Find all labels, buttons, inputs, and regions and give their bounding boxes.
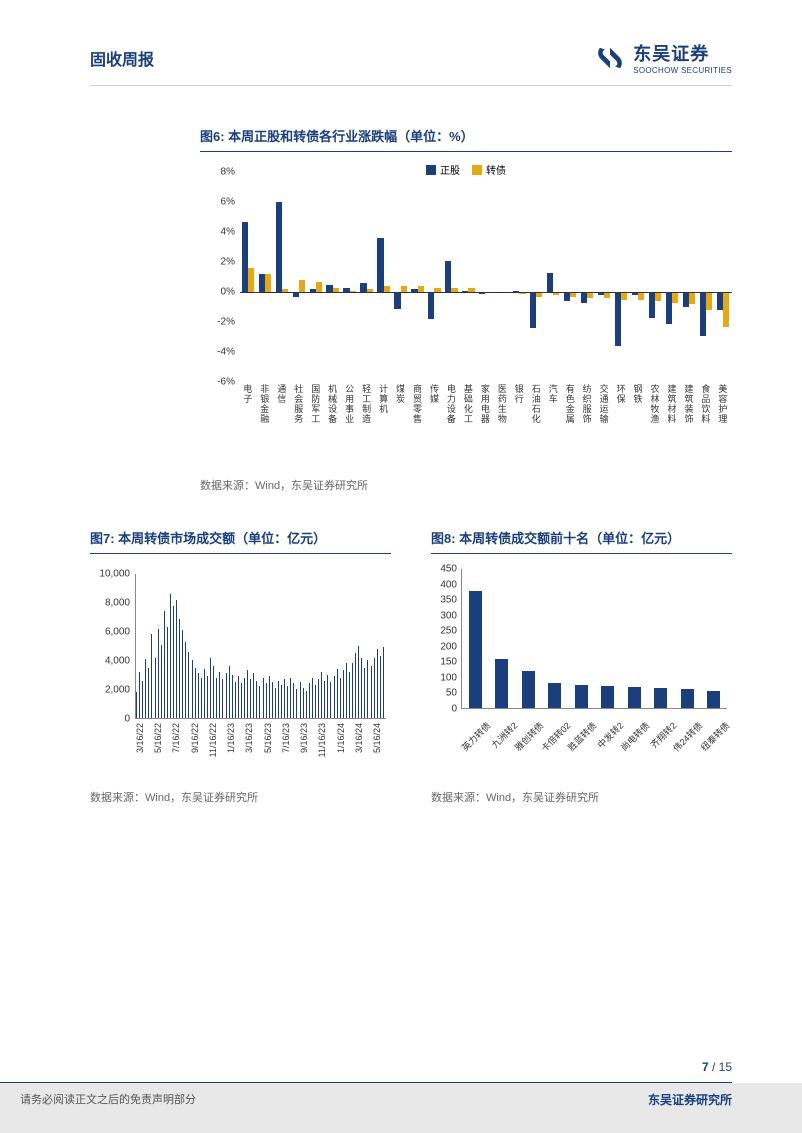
chart6-category: 社会服务 [293,385,305,425]
page-total: 15 [719,1060,732,1074]
chart8-source: 数据来源：Wind，东吴证券研究所 [431,789,732,805]
chart7-xtick: 9/16/22 [190,723,200,753]
chart7-ytick: 10,000 [90,569,130,580]
chart6-category: 电力设备 [445,385,457,425]
disclaimer: 请务必阅读正文之后的免责声明部分 [20,1091,196,1108]
chart7-ytick: 2,000 [90,685,130,696]
chart6-category: 家用电器 [479,385,491,425]
chart7-xtick: 5/16/23 [263,723,273,753]
chart8-ytick: 450 [431,564,457,575]
chart6-category: 汽车 [547,385,559,405]
chart8-ytick: 250 [431,626,457,637]
chart7-xtick: 1/16/24 [336,723,346,753]
chart7-xtick: 11/16/23 [317,723,327,757]
logo-cn: 东吴证券 [633,40,732,66]
chart6-category: 美容护理 [717,385,729,425]
footer-org: 东吴证券研究所 [648,1091,732,1108]
page-current: 7 [702,1060,709,1074]
chart8-ytick: 150 [431,657,457,668]
chart6-category: 食品饮料 [700,385,712,425]
header: 固收周报 东吴证券 SOOCHOW SECURITIES [0,0,802,85]
chart7-ytick: 4,000 [90,656,130,667]
chart6-category: 建筑装饰 [683,385,695,425]
page-number: 7 / 15 [0,1060,802,1082]
chart6-category: 基础化工 [462,385,474,425]
chart7-title: 图7: 本周转债市场成交额（单位：亿元） [90,528,391,554]
chart7-xtick: 11/16/22 [208,723,218,757]
chart6-category: 传媒 [428,385,440,405]
header-rule [90,85,732,86]
chart7-xtick: 7/16/23 [281,723,291,753]
chart6-ytick: 8% [200,167,235,178]
chart6-category: 计算机 [378,385,390,415]
chart6-section: 图6: 本周正股和转债各行业涨跌幅（单位：%） 正股 转债 -6%-4%-2%0… [200,126,732,493]
chart6-category: 商贸零售 [412,385,424,425]
chart7: 0 2,000 4,000 6,000 8,000 10,000 3/16/22 5/16/… [90,564,391,764]
logo: 东吴证券 SOOCHOW SECURITIES [593,40,732,75]
chart6-category: 国防军工 [310,385,322,425]
chart7-xtick: 9/16/23 [299,723,309,753]
logo-icon [593,41,627,75]
chart7-ytick: 8,000 [90,598,130,609]
chart7-xtick: 3/16/23 [244,723,254,753]
chart6-category: 公用事业 [344,385,356,425]
chart8-ytick: 350 [431,595,457,606]
chart6-source: 数据来源：Wind，东吴证券研究所 [200,477,732,493]
chart7-xtick: 1/16/23 [226,723,236,753]
chart6-category: 通信 [276,385,288,405]
chart7-section: 图7: 本周转债市场成交额（单位：亿元） 0 2,000 4,000 6,000 8,0… [90,528,391,805]
chart6-ytick: -4% [200,347,235,358]
chart6-category: 电子 [242,385,254,405]
chart6-ytick: -6% [200,377,235,388]
chart8-section: 图8: 本周转债成交额前十名（单位：亿元） 0 50 100 150 200 250 300… [431,528,732,805]
chart7-xtick: 3/16/24 [354,723,364,753]
chart8-ytick: 300 [431,610,457,621]
chart7-xtick: 5/16/24 [372,723,382,753]
chart6-category: 农林牧渔 [649,385,661,425]
chart7-xtick: 5/16/22 [153,723,163,753]
chart7-ytick: 0 [90,714,130,725]
chart8-ytick: 400 [431,579,457,590]
charts-row: 图7: 本周转债市场成交额（单位：亿元） 0 2,000 4,000 6,000 8,0… [90,528,732,805]
chart6-category: 轻工制造 [361,385,373,425]
chart6-category: 医药生物 [496,385,508,425]
chart6-ytick: 0% [200,287,235,298]
chart6-category: 机械设备 [327,385,339,425]
chart7-xtick: 7/16/22 [171,723,181,753]
logo-en: SOOCHOW SECURITIES [633,66,732,75]
chart6-category: 非银金融 [259,385,271,425]
chart6-category: 钢铁 [632,385,644,405]
chart6: 正股 转债 -6%-4%-2%0%2%4%6%8% 电子非银金融通信社会服务国防… [200,162,732,442]
report-type: 固收周报 [90,46,154,70]
chart8-ytick: 200 [431,641,457,652]
chart8: 050100150200250300350400450 英力转债九洲转2雅创转债… [431,564,732,764]
chart6-title: 图6: 本周正股和转债各行业涨跌幅（单位：%） [200,126,732,152]
chart6-category: 环保 [615,385,627,405]
chart6-ytick: 2% [200,257,235,268]
chart6-category: 交通运输 [598,385,610,425]
chart6-ytick: -2% [200,317,235,328]
chart6-category: 纺织服饰 [581,385,593,425]
chart7-xtick: 3/16/22 [135,723,145,753]
chart8-ytick: 0 [431,704,457,715]
chart6-category: 建筑材料 [666,385,678,425]
chart7-source: 数据来源：Wind，东吴证券研究所 [90,789,391,805]
chart6-category: 石油石化 [530,385,542,425]
chart6-ytick: 4% [200,227,235,238]
chart8-ytick: 50 [431,688,457,699]
chart7-ytick: 6,000 [90,627,130,638]
chart6-category: 有色金属 [564,385,576,425]
chart8-title: 图8: 本周转债成交额前十名（单位：亿元） [431,528,732,554]
chart6-category: 银行 [513,385,525,405]
chart8-ytick: 100 [431,672,457,683]
chart6-ytick: 6% [200,197,235,208]
footer: 7 / 15 请务必阅读正文之后的免责声明部分 东吴证券研究所 [0,1060,802,1133]
chart6-category: 煤炭 [395,385,407,405]
